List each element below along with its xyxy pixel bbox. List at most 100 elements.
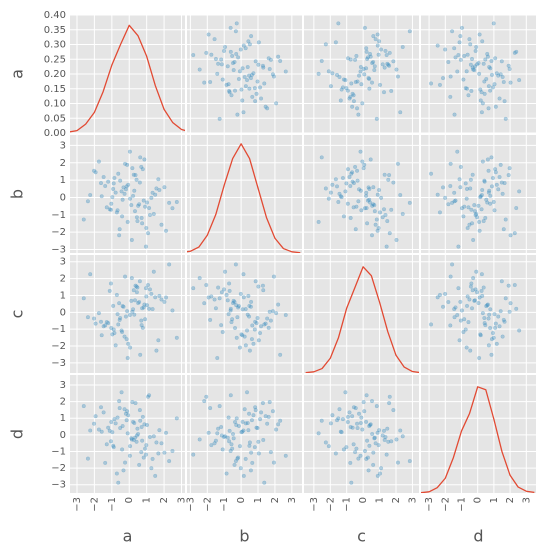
panel <box>187 15 302 133</box>
scatter-point <box>111 445 116 450</box>
scatter-point <box>391 59 396 64</box>
scatter-point <box>437 82 443 87</box>
scatter-point <box>316 219 321 224</box>
scatter-point <box>448 94 453 99</box>
scatter-point <box>358 420 363 426</box>
scatter-point <box>450 29 455 34</box>
scatter-point <box>238 291 243 296</box>
scatter-point <box>139 318 144 323</box>
scatter-point <box>120 197 125 202</box>
scatter-point <box>167 262 172 267</box>
scatter-point <box>400 44 405 50</box>
scatter-point <box>223 44 228 50</box>
scatter-point <box>130 400 135 405</box>
scatter-point <box>135 219 140 224</box>
scatter-point <box>471 276 476 281</box>
scatter-point <box>370 61 375 66</box>
scatter-point <box>241 428 246 433</box>
scatter-point <box>370 203 375 208</box>
scatter-point <box>364 206 369 211</box>
scatter-point <box>458 318 463 323</box>
scatter-point <box>354 53 359 58</box>
x-axis-label: c <box>357 527 366 546</box>
scatter-point <box>353 57 358 62</box>
scatter-point <box>338 429 343 434</box>
scatter-point <box>359 415 364 420</box>
scatter-point <box>458 164 463 169</box>
scatter-point <box>470 288 475 293</box>
scatter-point <box>236 423 241 429</box>
scatter-point <box>219 323 224 328</box>
scatter-point <box>234 21 239 26</box>
scatter-point <box>263 321 268 326</box>
scatter-point <box>472 209 477 214</box>
scatter-point <box>372 435 377 440</box>
x-tick-label: 2 <box>391 497 402 503</box>
scatter-point <box>248 76 253 81</box>
scatter-point <box>136 431 141 437</box>
scatter-point <box>480 101 485 106</box>
scatter-point <box>125 219 130 224</box>
scatter-point <box>465 225 470 231</box>
scatter-point <box>221 48 227 53</box>
panel <box>304 375 419 493</box>
scatter-point <box>271 74 276 79</box>
scatter-point <box>110 430 115 435</box>
scatter-point <box>371 462 376 467</box>
scatter-point <box>123 161 128 166</box>
scatter-point <box>162 299 167 304</box>
scatter-point <box>375 192 380 197</box>
scatter-point <box>120 423 125 429</box>
scatter-point <box>157 293 162 299</box>
scatter-point <box>389 88 394 94</box>
scatter-point <box>110 332 115 337</box>
scatter-point <box>466 320 471 325</box>
scatter-point <box>487 188 492 193</box>
scatter-point <box>355 106 360 111</box>
scatter-point <box>259 96 264 101</box>
scatter-point <box>139 450 144 455</box>
scatter-point <box>339 430 344 435</box>
scatter-point <box>380 62 385 67</box>
scatter-point <box>147 287 153 292</box>
scatter-point <box>379 195 384 200</box>
scatter-point <box>117 317 122 322</box>
scatter-point <box>500 74 505 80</box>
scatter-point <box>330 71 335 76</box>
scatter-point <box>143 452 149 457</box>
scatter-point <box>143 204 148 209</box>
scatter-point <box>247 348 252 353</box>
scatter-point <box>241 473 246 478</box>
scatter-point <box>88 272 93 277</box>
scatter-point <box>197 276 202 281</box>
scatter-point <box>227 428 232 433</box>
panel-background <box>304 375 419 493</box>
scatter-point <box>267 309 272 314</box>
scatter-point <box>443 195 448 200</box>
scatter-point <box>383 212 388 218</box>
scatter-point <box>494 341 499 346</box>
scatter-point <box>506 283 511 288</box>
scatter-point <box>206 430 211 435</box>
scatter-point <box>136 300 141 306</box>
y-tick-label: 1 <box>60 175 66 186</box>
scatter-point <box>387 394 392 399</box>
scatter-point <box>227 439 232 444</box>
scatter-point <box>485 51 490 57</box>
scatter-point <box>232 462 237 467</box>
scatter-point <box>382 437 387 443</box>
scatter-point <box>140 325 145 330</box>
scatter-point <box>453 305 458 310</box>
y-tick-label: −1 <box>51 324 66 335</box>
scatter-point <box>455 312 460 318</box>
scatter-point <box>437 210 443 215</box>
scatter-point <box>463 327 468 332</box>
scatter-point <box>255 315 260 321</box>
scatter-point <box>350 179 355 184</box>
scatter-point <box>103 460 108 465</box>
scatter-point <box>486 106 491 111</box>
y-tick-label: 3 <box>60 257 66 268</box>
scatter-point <box>477 295 482 300</box>
panel <box>421 135 536 253</box>
scatter-point <box>360 101 365 106</box>
